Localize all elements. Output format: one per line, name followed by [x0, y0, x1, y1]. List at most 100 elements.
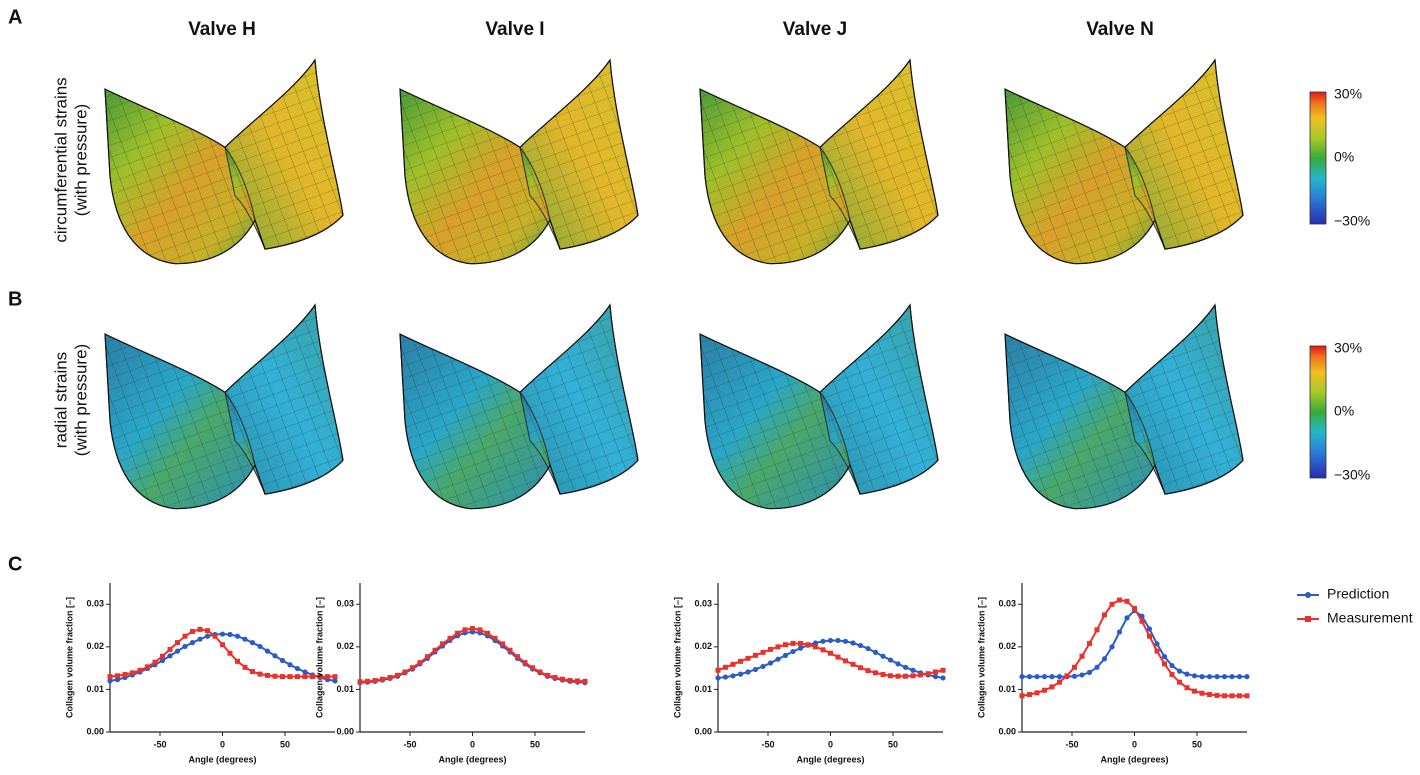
- data-point: [1124, 598, 1130, 604]
- legend-label: Measurement: [1327, 610, 1413, 626]
- data-point: [798, 640, 803, 646]
- y-tick-label: 0.00: [694, 726, 712, 736]
- x-tick-label: 50: [530, 739, 540, 749]
- data-point: [189, 640, 196, 646]
- data-point: [760, 663, 766, 670]
- data-point: [1191, 673, 1198, 679]
- data-point: [492, 635, 498, 641]
- mesh: [699, 58, 939, 265]
- data-point: [820, 647, 826, 653]
- data-point: [1176, 668, 1183, 674]
- data-point: [234, 633, 241, 639]
- data-point: [1109, 644, 1115, 650]
- data-point: [332, 674, 338, 680]
- data-point: [865, 668, 871, 674]
- x-axis-label: Angle (degrees): [796, 754, 864, 764]
- valve: [1004, 58, 1244, 265]
- data-point: [242, 664, 248, 670]
- data-point: [287, 662, 293, 668]
- data-point: [545, 672, 550, 678]
- x-tick-label: 0: [470, 739, 475, 749]
- data-point: [768, 646, 773, 652]
- data-point: [250, 669, 255, 675]
- data-point: [182, 633, 188, 639]
- data-point: [1034, 690, 1040, 696]
- series-line: [359, 630, 586, 684]
- data-point: [357, 679, 363, 685]
- data-point: [235, 658, 240, 664]
- data-point: [715, 675, 721, 681]
- colorbar-label: 30%: [1334, 86, 1362, 102]
- data-point: [880, 672, 886, 678]
- y-tick-label: 0.02: [998, 641, 1016, 651]
- data-point: [722, 674, 729, 680]
- data-point: [1109, 601, 1115, 607]
- data-point: [1026, 674, 1033, 680]
- data-point: [1027, 692, 1032, 698]
- data-point: [537, 669, 543, 675]
- data-point: [1146, 626, 1153, 632]
- data-point: [425, 654, 430, 660]
- data-point: [522, 660, 528, 666]
- data-point: [775, 656, 781, 662]
- data-point: [137, 667, 143, 673]
- data-point: [910, 673, 916, 679]
- data-point: [715, 667, 721, 673]
- y-tick-label: 0.02: [86, 641, 104, 651]
- x-tick-label: -50: [761, 739, 774, 749]
- y-tick-label: 0.00: [86, 726, 104, 736]
- data-point: [197, 626, 203, 632]
- data-point: [1079, 653, 1085, 659]
- x-tick-label: -50: [1065, 739, 1078, 749]
- valve: [104, 303, 344, 510]
- data-point: [1154, 648, 1160, 654]
- data-point: [294, 665, 301, 672]
- data-point: [1087, 640, 1092, 646]
- data-point: [462, 627, 468, 633]
- data-point: [227, 631, 233, 638]
- data-point: [160, 653, 165, 659]
- data-point: [212, 633, 218, 639]
- data-point: [1199, 690, 1205, 696]
- data-point: [1154, 641, 1160, 647]
- data-point: [485, 630, 490, 636]
- data-point: [918, 672, 923, 678]
- data-point: [477, 627, 483, 633]
- y-tick-label: 0.01: [694, 684, 712, 694]
- y-tick-label: 0.03: [694, 599, 712, 609]
- y-tick-label: 0.00: [336, 726, 354, 736]
- data-point: [753, 652, 758, 658]
- x-tick-label: 0: [1132, 739, 1137, 749]
- data-point: [1094, 627, 1100, 633]
- data-point: [790, 640, 796, 646]
- data-point: [1192, 688, 1197, 694]
- x-tick-label: 50: [888, 739, 898, 749]
- data-point: [1116, 629, 1123, 635]
- data-point: [280, 674, 285, 680]
- data-point: [310, 674, 315, 680]
- panel-letter: C: [8, 553, 22, 575]
- data-point: [835, 654, 841, 660]
- series-line: [359, 627, 586, 683]
- data-point: [122, 672, 128, 678]
- y-tick-label: 0.03: [336, 599, 354, 609]
- data-point: [295, 674, 300, 680]
- data-point: [560, 676, 565, 682]
- data-point: [387, 675, 393, 681]
- data-point: [325, 674, 330, 680]
- data-point: [302, 674, 308, 680]
- x-tick-label: 0: [220, 739, 225, 749]
- data-point: [279, 657, 286, 664]
- data-point: [813, 644, 818, 650]
- data-point: [865, 645, 871, 652]
- data-point: [850, 661, 856, 667]
- valve-title: Valve H: [188, 19, 256, 40]
- data-point: [1237, 693, 1242, 699]
- colorbar-label: −30%: [1334, 213, 1370, 229]
- x-tick-label: -50: [403, 739, 416, 749]
- data-point: [1117, 597, 1122, 603]
- valve: [104, 58, 344, 265]
- data-point: [752, 666, 759, 673]
- data-point: [410, 665, 415, 671]
